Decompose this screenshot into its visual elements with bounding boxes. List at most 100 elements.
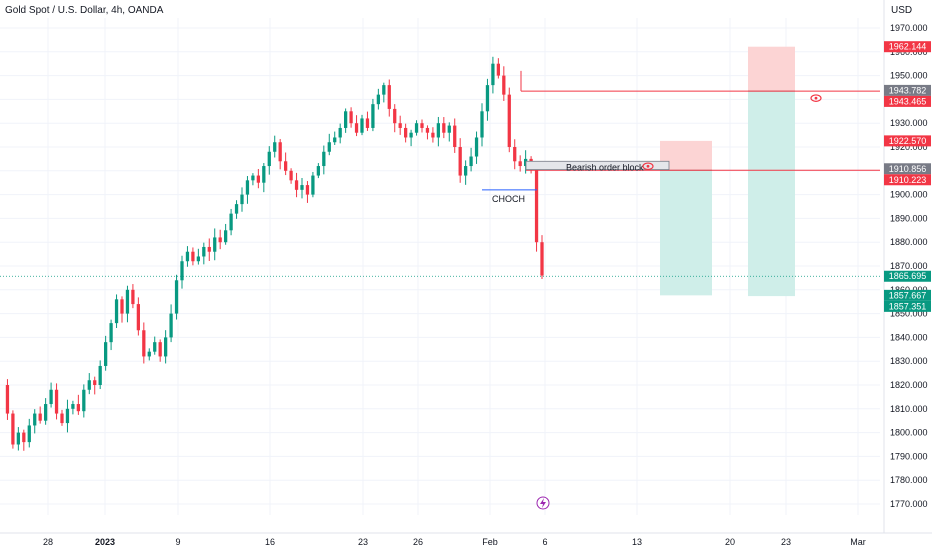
candle: [284, 161, 288, 171]
candle: [354, 123, 359, 133]
price-tag-label: 1865.695: [889, 271, 927, 281]
candle: [491, 63, 495, 86]
candle: [311, 175, 315, 195]
candle: [229, 213, 233, 231]
price-tag-label: 1943.782: [889, 85, 927, 95]
candle: [376, 94, 380, 105]
choch-label: CHOCH: [492, 194, 525, 204]
candle: [431, 132, 435, 138]
candle: [534, 168, 539, 243]
candle: [202, 246, 206, 257]
y-tick-label: 1780.000: [890, 475, 928, 485]
y-tick-label: 1920.000: [890, 142, 928, 152]
candle: [54, 389, 59, 414]
take-profit-zone[interactable]: [660, 170, 712, 296]
y-tick-label: 1950.000: [890, 71, 928, 81]
candle: [518, 161, 522, 167]
candle: [207, 246, 211, 252]
price-tag: [884, 289, 931, 301]
price-tag-label: 1910.856: [889, 164, 927, 174]
candle: [245, 180, 250, 195]
take-profit-zone[interactable]: [748, 91, 795, 297]
candle: [316, 166, 320, 176]
x-tick-label: 28: [43, 537, 53, 547]
candle: [409, 132, 413, 138]
y-tick-label: 1870.000: [890, 261, 928, 271]
price-tag-label: 1857.667: [889, 290, 927, 300]
order-block-box[interactable]: [525, 160, 670, 171]
candle: [120, 299, 124, 314]
y-tick-label: 1890.000: [890, 213, 928, 223]
x-tick-label: 2023: [95, 537, 115, 547]
candle: [136, 304, 140, 331]
candle: [464, 166, 468, 176]
eye-icon[interactable]: [810, 94, 822, 102]
candle: [22, 432, 26, 443]
candle: [496, 63, 500, 76]
stop-loss-zone[interactable]: [748, 46, 795, 92]
candle: [502, 75, 506, 95]
price-tag: [884, 270, 931, 282]
candle: [404, 127, 408, 138]
candle: [289, 170, 293, 181]
candle: [16, 432, 20, 445]
candle: [442, 123, 446, 133]
candle: [360, 118, 364, 133]
symbol-title: Gold Spot / U.S. Dollar, 4h, OANDA: [5, 5, 164, 16]
candle: [327, 142, 331, 152]
eye-icon[interactable]: [642, 162, 654, 171]
candle: [365, 118, 370, 128]
candle: [540, 242, 544, 276]
candle: [33, 413, 37, 426]
y-tick-label: 1800.000: [890, 428, 928, 438]
candle: [49, 389, 53, 405]
x-tick-label: 6: [542, 537, 547, 547]
candle: [513, 147, 517, 162]
candle: [180, 261, 184, 281]
x-tick-label: Feb: [482, 537, 498, 547]
candle: [256, 175, 260, 183]
candle: [224, 230, 228, 243]
candle: [125, 289, 130, 314]
x-tick-label: 16: [265, 537, 275, 547]
y-tick-label: 1840.000: [890, 332, 928, 342]
y-tick-label: 1770.000: [890, 499, 928, 509]
candle: [109, 323, 113, 343]
currency-label: USD: [891, 5, 913, 16]
x-tick-label: 13: [632, 537, 642, 547]
candle: [474, 137, 479, 157]
candle: [82, 389, 86, 412]
candle: [305, 185, 310, 195]
candle: [38, 413, 42, 421]
price-tag-label: 1922.570: [889, 136, 927, 146]
x-tick-label: 26: [413, 537, 423, 547]
candle: [234, 204, 239, 214]
candle: [453, 125, 457, 147]
price-tag-label: 1943.465: [889, 96, 927, 106]
candle: [71, 404, 75, 409]
candle: [507, 94, 511, 147]
price-tag-label: 1962.144: [889, 42, 927, 52]
candle: [425, 127, 430, 133]
candle: [267, 151, 271, 167]
candle: [344, 111, 348, 128]
candle: [262, 166, 266, 183]
price-tag-label: 1857.351: [889, 301, 927, 311]
candle: [393, 108, 397, 124]
price-tag-label: 1910.223: [889, 175, 927, 185]
eye-icon-pupil: [814, 96, 818, 100]
candle: [76, 404, 80, 412]
x-tick-label: Mar: [850, 537, 866, 547]
candle: [93, 380, 97, 385]
lightning-icon-glyph: [540, 498, 546, 508]
y-tick-label: 1880.000: [890, 237, 928, 247]
candle: [65, 408, 70, 424]
y-tick-label: 1830.000: [890, 356, 928, 366]
price-tag: [884, 300, 931, 312]
price-tag: [884, 163, 931, 175]
candle: [480, 111, 484, 138]
price-tag: [884, 41, 931, 53]
candle: [104, 342, 108, 366]
